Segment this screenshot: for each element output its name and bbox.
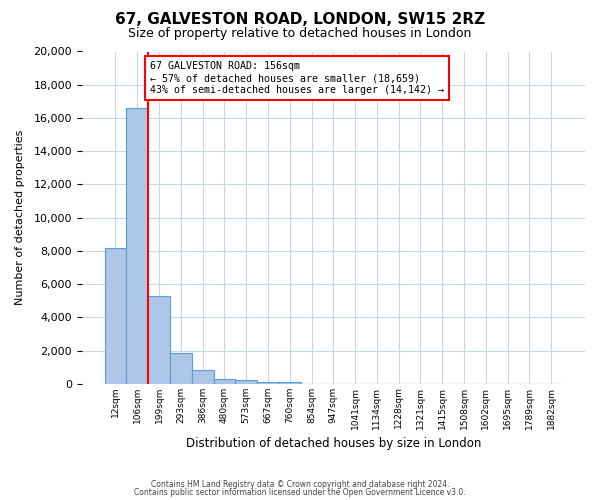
Bar [214, 379, 235, 384]
Bar [192, 370, 214, 384]
Text: Size of property relative to detached houses in London: Size of property relative to detached ho… [128, 28, 472, 40]
Bar [148, 296, 170, 384]
Bar [279, 382, 301, 384]
Text: Contains public sector information licensed under the Open Government Licence v3: Contains public sector information licen… [134, 488, 466, 497]
Y-axis label: Number of detached properties: Number of detached properties [15, 130, 25, 306]
Bar [235, 380, 257, 384]
Text: Contains HM Land Registry data © Crown copyright and database right 2024.: Contains HM Land Registry data © Crown c… [151, 480, 449, 489]
Bar [170, 353, 192, 384]
X-axis label: Distribution of detached houses by size in London: Distribution of detached houses by size … [185, 437, 481, 450]
Text: 67 GALVESTON ROAD: 156sqm
← 57% of detached houses are smaller (18,659)
43% of s: 67 GALVESTON ROAD: 156sqm ← 57% of detac… [151, 62, 445, 94]
Text: 67, GALVESTON ROAD, LONDON, SW15 2RZ: 67, GALVESTON ROAD, LONDON, SW15 2RZ [115, 12, 485, 28]
Bar [257, 382, 279, 384]
Bar [104, 248, 127, 384]
Bar [127, 108, 148, 384]
